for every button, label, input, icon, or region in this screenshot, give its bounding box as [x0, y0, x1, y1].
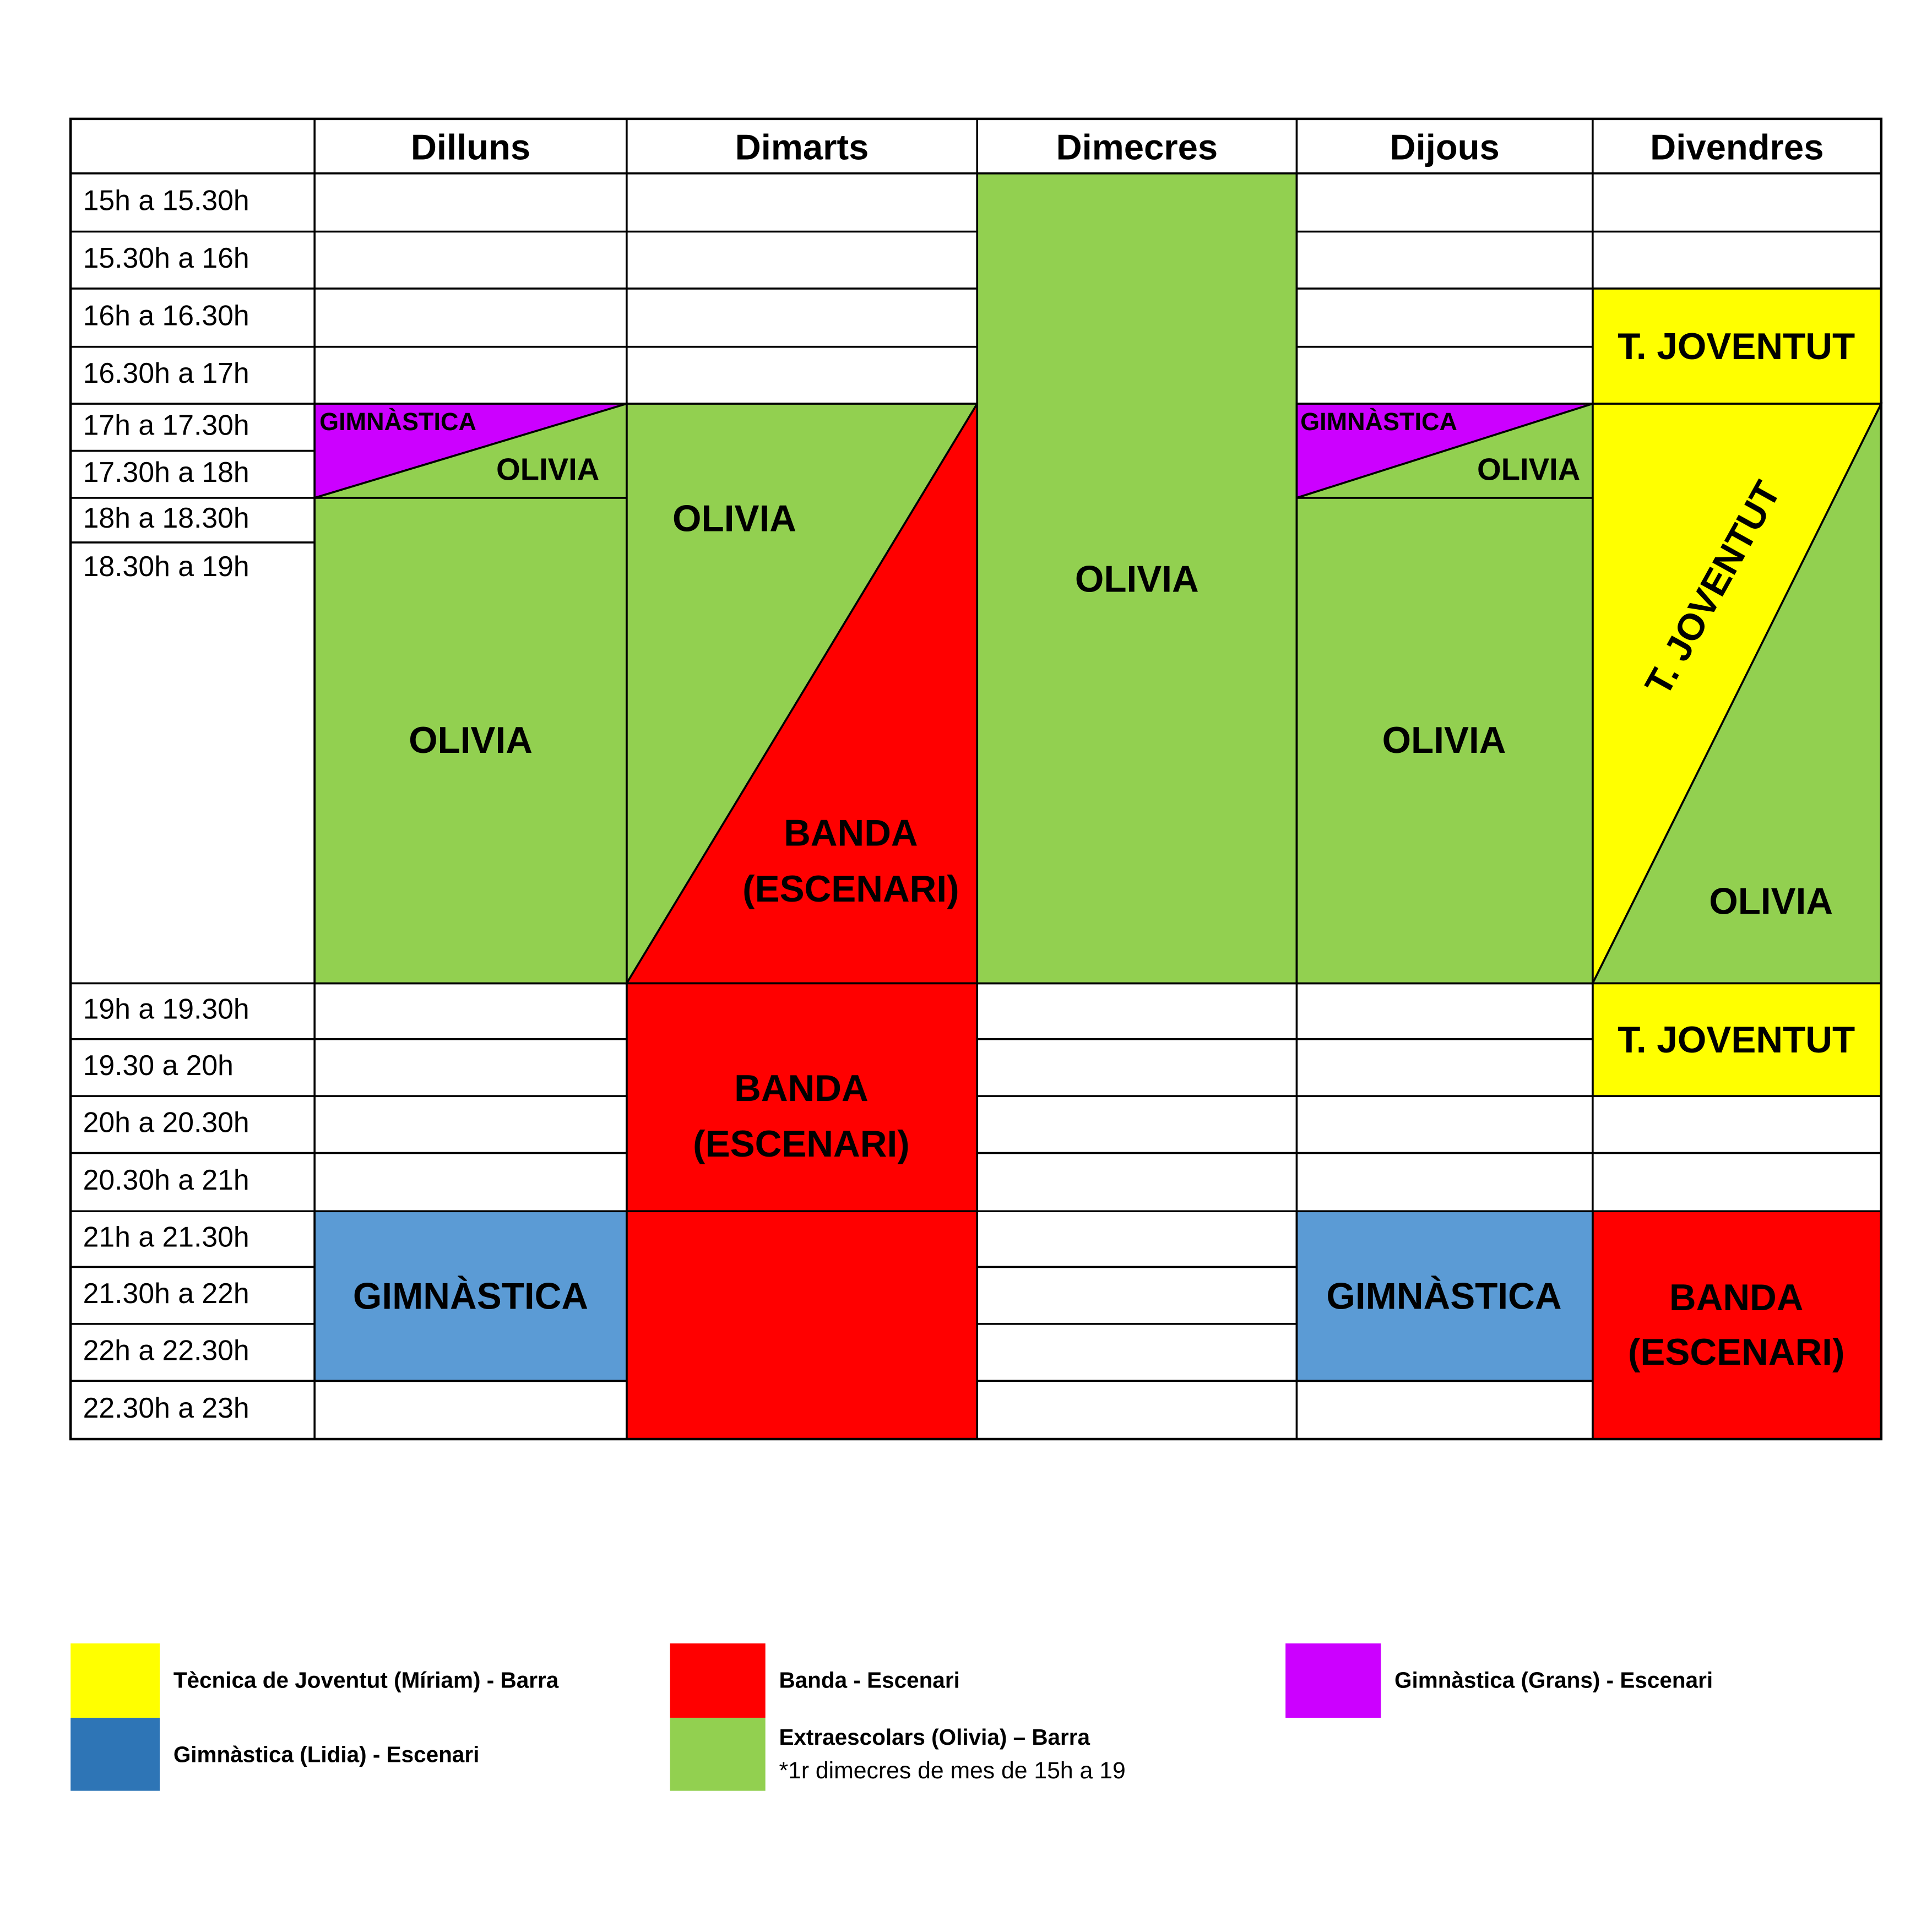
- block-label: (ESCENARI): [693, 1124, 910, 1165]
- block-label: T. JOVENTUT: [1618, 1019, 1855, 1061]
- time-label: 15h a 15.30h: [83, 184, 249, 216]
- block-label: GIMNÀSTICA: [319, 408, 476, 436]
- time-label: 17.30h a 18h: [83, 456, 249, 488]
- legend-label: Extraescolars (Olivia) – Barra: [779, 1724, 1090, 1750]
- table-border: [69, 117, 1883, 1441]
- day-header: Divendres: [1650, 127, 1824, 167]
- legend: Tècnica de Joventut (Míriam) - Barra Gim…: [70, 1643, 1713, 1791]
- time-label: 22.30h a 23h: [83, 1392, 249, 1424]
- block-label: GIMNÀSTICA: [353, 1276, 588, 1317]
- time-label: 16h a 16.30h: [83, 299, 249, 331]
- block-label: GIMNÀSTICA: [1300, 408, 1457, 436]
- time-label: 16.30h a 17h: [83, 357, 249, 389]
- block-label: BANDA: [784, 813, 918, 854]
- time-label: 20h a 20.30h: [83, 1106, 249, 1138]
- block-label: OLIVIA: [409, 720, 533, 761]
- legend-swatch: [670, 1717, 766, 1791]
- legend-swatch: [70, 1643, 160, 1718]
- block-label: BANDA: [1669, 1277, 1804, 1318]
- block: [976, 172, 1298, 985]
- block-label: (ESCENARI): [742, 869, 959, 910]
- block: [1295, 1210, 1594, 1382]
- block: [626, 1210, 979, 1440]
- time-label: 15.30h a 16h: [83, 242, 249, 274]
- time-label: 17h a 17.30h: [83, 409, 249, 441]
- legend-swatch: [70, 1717, 160, 1791]
- legend-label: Gimnàstica (Lidia) - Escenari: [173, 1741, 480, 1767]
- time-label: 18h a 18.30h: [83, 502, 249, 534]
- time-label: 20.30h a 21h: [83, 1164, 249, 1196]
- legend-label: Banda - Escenari: [779, 1667, 959, 1692]
- block-label: OLIVIA: [1477, 452, 1580, 487]
- block-label: (ESCENARI): [1628, 1332, 1845, 1373]
- block: [313, 1210, 628, 1382]
- block: [1592, 287, 1882, 405]
- block-label: OLIVIA: [1382, 720, 1506, 761]
- time-label: 19.30 a 20h: [83, 1049, 234, 1081]
- column-lines: [69, 117, 1883, 1441]
- time-label: 19h a 19.30h: [83, 993, 249, 1025]
- time-label: 22h a 22.30h: [83, 1334, 249, 1366]
- blocks: [313, 172, 1883, 1440]
- legend-label: Tècnica de Joventut (Míriam) - Barra: [173, 1667, 559, 1692]
- day-header: Dijous: [1390, 127, 1500, 167]
- block-label: OLIVIA: [496, 452, 599, 487]
- legend-swatch: [1285, 1643, 1381, 1718]
- block-label: OLIVIA: [1709, 881, 1833, 922]
- block: [1592, 982, 1882, 1097]
- block-label: T. JOVENTUT: [1618, 326, 1855, 367]
- time-label: 21h a 21.30h: [83, 1220, 249, 1252]
- time-label: 21.30h a 22h: [83, 1277, 249, 1309]
- legend-swatch: [670, 1643, 766, 1718]
- block: [1592, 1210, 1882, 1440]
- block-label: GIMNÀSTICA: [1326, 1276, 1561, 1317]
- legend-note: *1r dimecres de mes de 15h a 19: [779, 1757, 1125, 1784]
- time-label: 18.30h a 19h: [83, 550, 249, 582]
- block-label: OLIVIA: [1075, 559, 1199, 600]
- times: 15h a 15.30h 15.30h a 16h 16h a 16.30h 16.3…: [83, 184, 249, 1424]
- block-label: OLIVIA: [672, 498, 796, 540]
- day-header: Dilluns: [411, 127, 530, 167]
- block: [626, 982, 979, 1213]
- headers: Dilluns Dimarts Dimecres Dijous Divendres: [411, 127, 1824, 167]
- block-label: BANDA: [734, 1068, 869, 1109]
- legend-label: Gimnàstica (Grans) - Escenari: [1394, 1667, 1713, 1692]
- day-header: Dimarts: [735, 127, 869, 167]
- day-header: Dimecres: [1056, 127, 1218, 167]
